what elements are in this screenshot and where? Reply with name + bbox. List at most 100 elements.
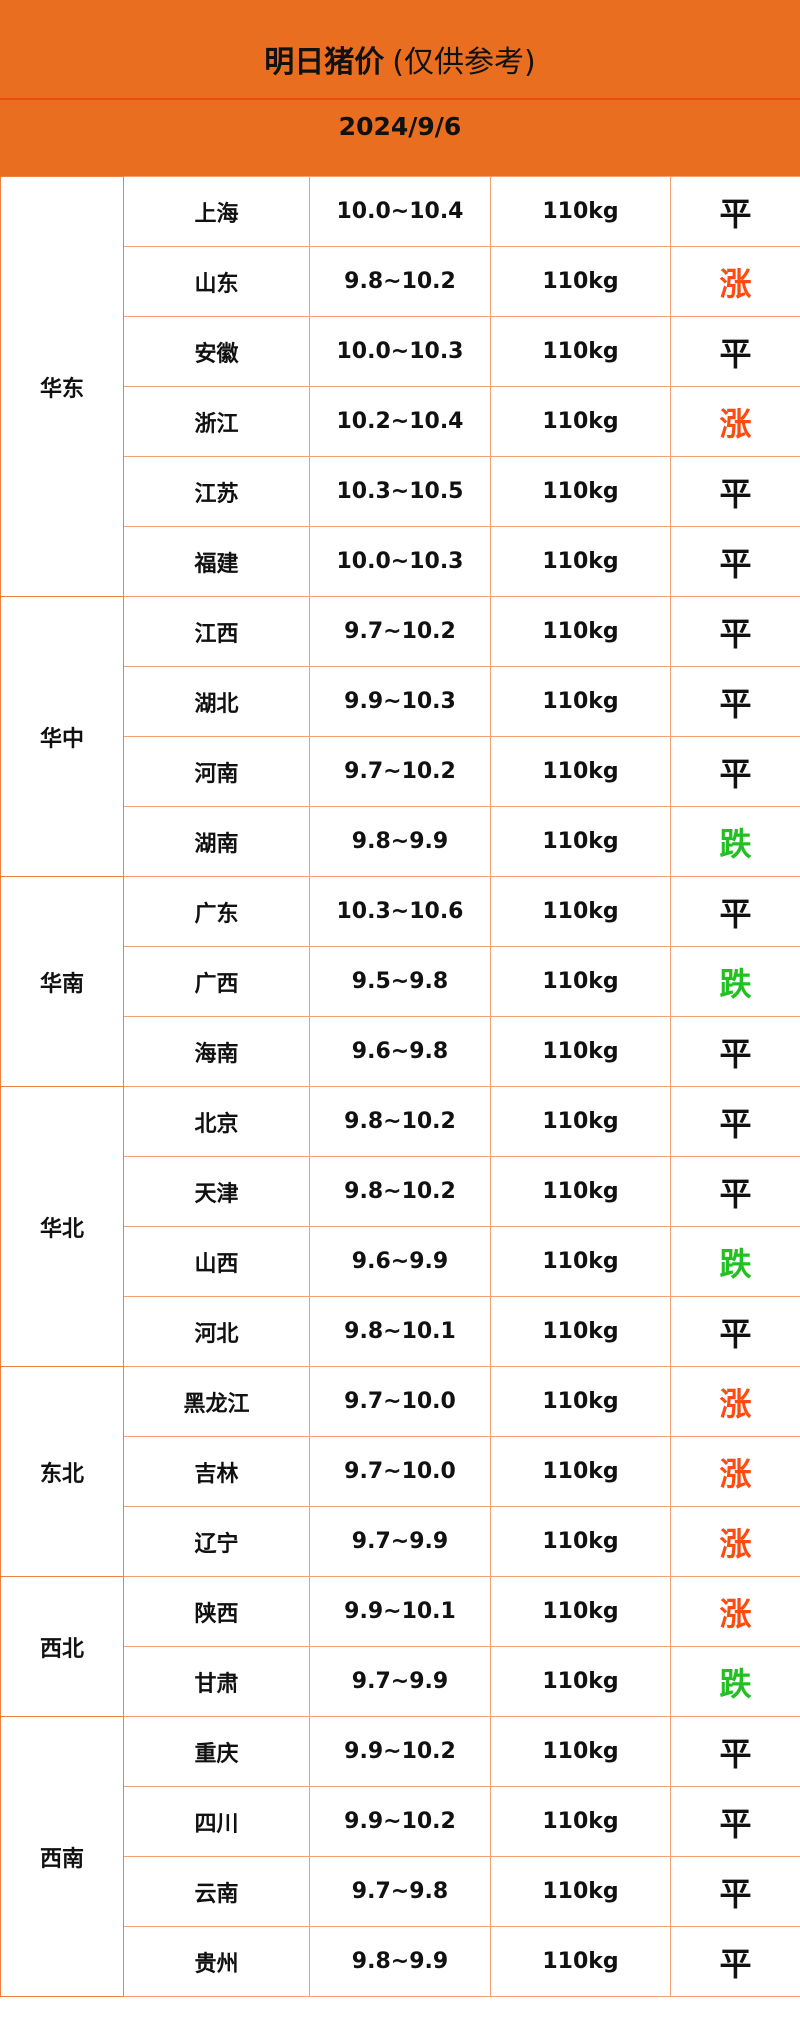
- price-cell: 9.7~10.2: [309, 596, 491, 667]
- table-row: 安徽 10.0~10.3 110kg 平: [1, 316, 800, 387]
- price-cell: 9.8~10.2: [309, 1086, 491, 1157]
- trend-cell: 平: [670, 1786, 800, 1857]
- region-cell: 华北: [0, 1086, 124, 1367]
- province-cell: 海南: [123, 1016, 310, 1087]
- weight-cell: 110kg: [490, 176, 671, 247]
- price-table: 华东 上海 10.0~10.4 110kg 平山东 9.8~10.2 110kg 涨安徽 10.…: [0, 176, 800, 1997]
- weight-cell: 110kg: [490, 1086, 671, 1157]
- trend-cell: 平: [670, 596, 800, 667]
- price-cell: 9.9~10.1: [309, 1576, 491, 1647]
- province-cell: 浙江: [123, 386, 310, 457]
- table-row: 西南 重庆 9.9~10.2 110kg 平: [0, 1716, 800, 1997]
- price-cell: 9.7~9.8: [309, 1856, 491, 1927]
- price-cell: 9.8~10.1: [309, 1296, 491, 1367]
- region-cell: 西北: [0, 1576, 124, 1717]
- province-cell: 吉林: [123, 1436, 310, 1507]
- province-cell: 甘肃: [123, 1646, 310, 1717]
- weight-cell: 110kg: [490, 596, 671, 667]
- province-cell: 湖北: [123, 666, 310, 737]
- weight-cell: 110kg: [490, 1156, 671, 1227]
- weight-cell: 110kg: [490, 876, 671, 947]
- table-row: 江苏 10.3~10.5 110kg 平: [1, 456, 800, 527]
- price-cell: 9.6~9.9: [309, 1226, 491, 1297]
- price-cell: 9.8~10.2: [309, 1156, 491, 1227]
- trend-cell: 平: [670, 316, 800, 387]
- table-row: 甘肃 9.7~9.9 110kg 跌: [1, 1646, 800, 1717]
- region-cell: 西南: [0, 1716, 124, 1997]
- trend-cell: 涨: [670, 1366, 800, 1437]
- price-cell: 9.9~10.2: [309, 1716, 491, 1787]
- table-row: 华东 上海 10.0~10.4 110kg 平: [0, 176, 800, 597]
- table-row: 浙江 10.2~10.4 110kg 涨: [1, 386, 800, 457]
- trend-cell: 平: [670, 1296, 800, 1367]
- table-row: 吉林 9.7~10.0 110kg 涨: [1, 1436, 800, 1507]
- province-cell: 安徽: [123, 316, 310, 387]
- province-cell: 天津: [123, 1156, 310, 1227]
- table-row: 四川 9.9~10.2 110kg 平: [1, 1786, 800, 1857]
- price-cell: 10.2~10.4: [309, 386, 491, 457]
- weight-cell: 110kg: [490, 1716, 671, 1787]
- province-cell: 上海: [123, 176, 310, 247]
- price-cell: 9.9~10.2: [309, 1786, 491, 1857]
- trend-cell: 涨: [670, 246, 800, 317]
- weight-cell: 110kg: [490, 1786, 671, 1857]
- province-cell: 山东: [123, 246, 310, 317]
- price-cell: 9.7~10.0: [309, 1436, 491, 1507]
- trend-cell: 跌: [670, 1646, 800, 1717]
- province-cell: 福建: [123, 526, 310, 597]
- weight-cell: 110kg: [490, 736, 671, 807]
- table-row: 华北 北京 9.8~10.2 110kg 平: [0, 1086, 800, 1367]
- trend-cell: 跌: [670, 1226, 800, 1297]
- table-row: 河南 9.7~10.2 110kg 平: [1, 736, 800, 807]
- region-cell: 东北: [0, 1366, 124, 1577]
- table-row: 华中 江西 9.7~10.2 110kg 平: [0, 596, 800, 877]
- province-cell: 北京: [123, 1086, 310, 1157]
- price-cell: 9.9~10.3: [309, 666, 491, 737]
- trend-cell: 平: [670, 1156, 800, 1227]
- price-cell: 9.8~9.9: [309, 806, 491, 877]
- trend-cell: 涨: [670, 386, 800, 457]
- table-row: 东北 黑龙江 9.7~10.0 110kg 涨: [0, 1366, 800, 1577]
- province-cell: 四川: [123, 1786, 310, 1857]
- trend-cell: 涨: [670, 1576, 800, 1647]
- province-cell: 山西: [123, 1226, 310, 1297]
- table-row: 西北 陕西 9.9~10.1 110kg 涨: [0, 1576, 800, 1717]
- table-row: 天津 9.8~10.2 110kg 平: [1, 1156, 800, 1227]
- province-cell: 云南: [123, 1856, 310, 1927]
- title-main: 明日猪价: [264, 45, 385, 80]
- trend-cell: 跌: [670, 946, 800, 1017]
- province-cell: 辽宁: [123, 1506, 310, 1577]
- weight-cell: 110kg: [490, 1296, 671, 1367]
- weight-cell: 110kg: [490, 456, 671, 527]
- weight-cell: 110kg: [490, 1016, 671, 1087]
- table-row: 福建 10.0~10.3 110kg 平: [1, 526, 800, 597]
- weight-cell: 110kg: [490, 1366, 671, 1437]
- trend-cell: 涨: [670, 1436, 800, 1507]
- price-cell: 9.7~9.9: [309, 1646, 491, 1717]
- price-cell: 10.3~10.6: [309, 876, 491, 947]
- weight-cell: 110kg: [490, 946, 671, 1017]
- page-title: 明日猪价 (仅供参考): [0, 0, 800, 100]
- price-cell: 9.7~10.0: [309, 1366, 491, 1437]
- table-row: 华南 广东 10.3~10.6 110kg 平: [0, 876, 800, 1087]
- trend-cell: 平: [670, 526, 800, 597]
- province-cell: 河北: [123, 1296, 310, 1367]
- date-label: 2024/9/6: [338, 112, 462, 141]
- trend-cell: 平: [670, 1716, 800, 1787]
- price-cell: 10.0~10.4: [309, 176, 491, 247]
- trend-cell: 平: [670, 176, 800, 247]
- province-cell: 广西: [123, 946, 310, 1017]
- trend-cell: 平: [670, 1856, 800, 1927]
- region-cell: 华东: [0, 176, 124, 597]
- price-cell: 9.7~10.2: [309, 736, 491, 807]
- table-row: 海南 9.6~9.8 110kg 平: [1, 1016, 800, 1087]
- table-row: 山西 9.6~9.9 110kg 跌: [1, 1226, 800, 1297]
- province-cell: 江西: [123, 596, 310, 667]
- price-cell: 9.5~9.8: [309, 946, 491, 1017]
- trend-cell: 平: [670, 456, 800, 527]
- price-cell: 9.8~10.2: [309, 246, 491, 317]
- weight-cell: 110kg: [490, 526, 671, 597]
- header: 明日猪价 (仅供参考) 2024/9/6: [0, 0, 800, 176]
- province-cell: 广东: [123, 876, 310, 947]
- trend-cell: 平: [670, 736, 800, 807]
